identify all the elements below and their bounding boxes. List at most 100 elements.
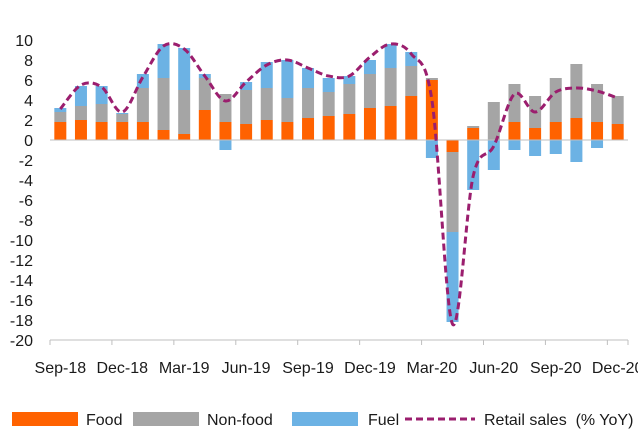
bar-non-food: [446, 152, 459, 232]
y-tick-label: 8: [24, 53, 33, 70]
y-tick-label: 4: [24, 93, 33, 110]
bar-food: [219, 122, 232, 140]
y-tick-label: -8: [19, 213, 33, 230]
bar-food: [240, 124, 253, 140]
x-tick-label: Mar-20: [407, 360, 458, 377]
bar-fuel: [467, 140, 480, 190]
bar-non-food: [467, 126, 480, 128]
y-tick-label: -18: [10, 313, 33, 330]
y-axis: 10 8 6 4 2 0 -2 -4 -6 -8 -10 -12 -14 -16 -18 -20: [10, 33, 33, 350]
bar-food: [281, 122, 294, 140]
bar-non-food: [425, 78, 438, 80]
bar-non-food: [549, 78, 562, 122]
legend-swatch-non-food: [133, 412, 199, 426]
legend-label-non-food: Non-food: [207, 412, 273, 429]
bar-non-food: [508, 84, 521, 122]
bar-food: [343, 114, 356, 140]
bar-fuel: [116, 113, 129, 114]
y-tick-label: -4: [19, 173, 33, 190]
bar-food: [570, 118, 583, 140]
bar-non-food: [54, 112, 67, 122]
bar-fuel: [425, 140, 438, 158]
bar-food: [611, 124, 624, 140]
legend-label-retail-sales-yoy: Retail sales (% YoY): [484, 412, 633, 429]
bar-fuel: [591, 140, 604, 148]
x-tick-label: Sep-19: [282, 360, 334, 377]
x-tick-label: Dec-20: [592, 360, 638, 377]
bar-food: [591, 122, 604, 140]
y-tick-label: 2: [24, 113, 33, 130]
bar-fuel: [570, 140, 583, 162]
bar-food: [363, 108, 376, 140]
bar-food: [446, 140, 459, 152]
bar-non-food: [487, 102, 500, 140]
bar-fuel: [302, 68, 315, 88]
bar-non-food: [219, 94, 232, 122]
bar-food: [95, 122, 108, 140]
bar-fuel: [281, 60, 294, 98]
bar-food: [508, 122, 521, 140]
bar-food: [74, 120, 87, 140]
y-tick-label: -20: [10, 333, 33, 350]
bar-fuel: [322, 78, 335, 92]
bar-food: [405, 96, 418, 140]
legend-label-food: Food: [86, 412, 122, 429]
bar-non-food: [281, 98, 294, 122]
bar-non-food: [74, 106, 87, 120]
bar-fuel: [260, 62, 273, 88]
bar-non-food: [136, 88, 149, 122]
y-tick-label: -6: [19, 193, 33, 210]
bar-non-food: [240, 90, 253, 124]
bar-fuel: [384, 44, 397, 68]
bar-fuel: [240, 82, 253, 90]
legend-label-fuel: Fuel: [368, 412, 399, 429]
bar-non-food: [302, 88, 315, 118]
bar-fuel: [487, 140, 500, 170]
bar-food: [322, 116, 335, 140]
bar-food: [425, 80, 438, 140]
bar-non-food: [570, 64, 583, 118]
x-tick-label: Sep-18: [35, 360, 87, 377]
bar-food: [302, 118, 315, 140]
bar-non-food: [157, 78, 170, 130]
bar-food: [549, 122, 562, 140]
y-tick-label: -10: [10, 233, 33, 250]
bar-non-food: [260, 88, 273, 120]
x-tick-label: Sep-20: [530, 360, 582, 377]
bar-non-food: [343, 84, 356, 114]
bar-food: [178, 134, 191, 140]
bar-non-food: [611, 96, 624, 124]
bar-fuel: [219, 140, 232, 150]
bar-non-food: [363, 74, 376, 108]
x-tick-label: Jun-20: [469, 360, 518, 377]
bar-food: [116, 122, 129, 140]
bar-food: [136, 122, 149, 140]
y-tick-label: -14: [10, 273, 33, 290]
bar-non-food: [322, 92, 335, 116]
bar-fuel: [178, 48, 191, 90]
bar-fuel: [54, 108, 67, 112]
y-tick-label: -2: [19, 153, 33, 170]
line-layer: [59, 42, 619, 327]
bar-food: [54, 122, 67, 140]
bar-non-food: [178, 90, 191, 134]
y-tick-label: 0: [24, 133, 33, 150]
y-tick-label: 6: [24, 73, 33, 90]
bar-food: [384, 106, 397, 140]
x-axis: Sep-18 Dec-18 Mar-19 Jun-19 Sep-19 Dec-19 Mar-…: [35, 339, 638, 377]
x-tick-label: Dec-18: [96, 360, 148, 377]
bar-food: [260, 120, 273, 140]
bar-fuel: [363, 60, 376, 74]
bar-fuel: [157, 44, 170, 78]
retail-sales-line: [59, 42, 619, 327]
bar-food: [157, 130, 170, 140]
legend-swatch-food: [12, 412, 78, 426]
legend-swatch-fuel: [292, 412, 358, 426]
bar-non-food: [591, 84, 604, 122]
y-tick-label: 10: [15, 33, 33, 50]
bar-non-food: [95, 104, 108, 122]
bar-non-food: [405, 66, 418, 96]
y-tick-label: -16: [10, 293, 33, 310]
bar-fuel: [74, 86, 87, 106]
